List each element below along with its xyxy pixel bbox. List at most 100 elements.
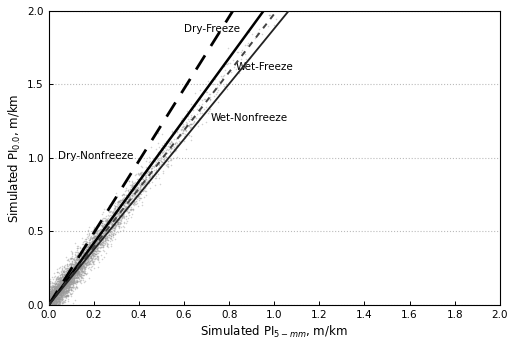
Point <box>49 301 57 306</box>
Point <box>45 296 53 301</box>
Point <box>85 264 93 269</box>
Point <box>70 265 78 271</box>
Point <box>117 198 125 204</box>
Point <box>153 151 162 156</box>
Point <box>93 231 101 236</box>
Point <box>121 200 129 205</box>
Point <box>114 221 122 227</box>
Point <box>83 260 92 265</box>
Point <box>63 269 72 274</box>
Point <box>56 288 64 293</box>
Point <box>82 247 91 252</box>
Point <box>93 233 101 239</box>
Point <box>57 277 65 283</box>
Point <box>89 256 97 261</box>
Point <box>153 160 161 166</box>
Point <box>68 284 77 289</box>
Point <box>89 251 97 257</box>
Point <box>65 272 74 277</box>
Point <box>60 270 68 275</box>
Point <box>60 281 68 287</box>
Point <box>62 282 70 288</box>
Point <box>79 259 87 264</box>
Point <box>151 169 159 175</box>
Point <box>53 270 61 275</box>
Point <box>62 277 71 283</box>
Point <box>57 278 65 283</box>
Point <box>50 299 59 304</box>
Point <box>85 246 94 252</box>
Point <box>84 259 92 264</box>
Point <box>78 262 87 268</box>
Point <box>76 259 84 264</box>
Point <box>66 264 75 270</box>
Point <box>88 249 96 255</box>
Point <box>107 219 115 225</box>
Point <box>139 182 147 187</box>
Point <box>98 224 107 229</box>
Point <box>70 278 78 283</box>
Point <box>63 283 71 289</box>
Point <box>58 278 66 283</box>
Point <box>70 276 78 281</box>
Point <box>85 237 94 243</box>
Point <box>72 261 80 267</box>
Point <box>54 296 62 302</box>
Point <box>62 278 71 283</box>
Point <box>77 257 85 263</box>
Point <box>56 296 64 302</box>
Point <box>61 276 70 281</box>
Point <box>107 236 115 241</box>
Point <box>50 274 58 280</box>
Point <box>84 250 92 255</box>
Point <box>116 220 125 226</box>
Point <box>47 290 55 295</box>
Point <box>85 252 93 257</box>
Point <box>64 270 73 276</box>
Point <box>66 275 74 281</box>
Point <box>56 281 64 286</box>
Point <box>81 257 90 263</box>
Point <box>160 153 168 159</box>
Point <box>57 286 65 292</box>
Point <box>54 287 62 292</box>
Point <box>88 245 96 251</box>
Point <box>82 253 90 259</box>
Point <box>78 254 87 260</box>
Point <box>50 291 59 296</box>
Point <box>122 213 130 219</box>
Point <box>196 96 204 102</box>
Point <box>59 273 67 278</box>
Point <box>124 215 132 221</box>
Point <box>81 253 90 259</box>
Point <box>138 179 146 185</box>
Point <box>64 290 72 295</box>
Point <box>56 281 64 287</box>
Point <box>111 218 119 223</box>
Point <box>181 122 190 128</box>
Point <box>88 257 96 262</box>
Point <box>55 289 63 295</box>
Point <box>119 201 128 207</box>
Point <box>65 274 74 279</box>
Point <box>52 284 60 289</box>
Point <box>114 207 122 213</box>
Point <box>60 298 68 303</box>
Point <box>85 244 93 249</box>
Point <box>101 223 109 229</box>
Point <box>109 219 117 224</box>
Point <box>47 299 56 304</box>
Point <box>136 195 144 201</box>
Point <box>175 132 183 137</box>
Point <box>75 250 83 256</box>
Point <box>100 236 109 242</box>
Point <box>61 272 70 278</box>
Point <box>114 205 122 210</box>
Point <box>96 237 105 243</box>
Point <box>74 249 82 255</box>
Point <box>63 287 72 293</box>
Point <box>71 271 79 277</box>
Point <box>61 287 69 292</box>
Point <box>62 281 71 287</box>
Point <box>124 209 132 214</box>
